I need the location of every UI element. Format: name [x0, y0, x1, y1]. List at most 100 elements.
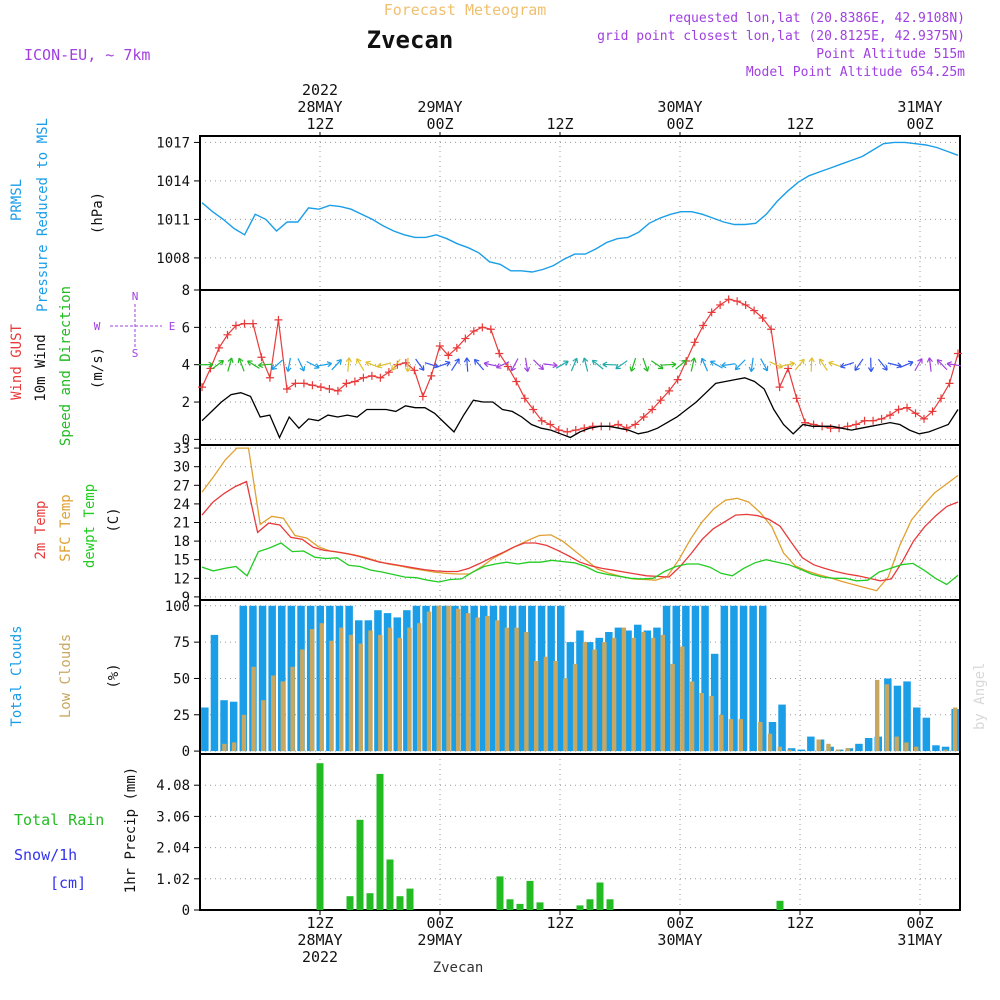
wind-gust-marker	[384, 368, 393, 377]
wind-arrow-head	[671, 361, 677, 368]
y-tick-label: 2.04	[156, 841, 190, 857]
wind-gust-marker	[427, 371, 436, 380]
wind-arrow	[532, 359, 544, 370]
wind-gust-marker	[877, 414, 886, 423]
wind-arrow-head	[602, 361, 608, 368]
rain-bar	[506, 899, 514, 910]
wind-arrow-head	[572, 357, 579, 364]
low-clouds-bar	[417, 623, 422, 751]
total-clouds-bar	[768, 722, 777, 752]
total-clouds-bar	[595, 637, 603, 752]
total-clouds-bar	[653, 627, 661, 752]
wind-arrow	[946, 363, 962, 367]
rain-bar	[366, 893, 374, 910]
ylabel-percent: (%)	[106, 663, 122, 688]
wind-arrow-head	[748, 366, 755, 373]
y-tick-label: 1014	[156, 174, 190, 190]
2m-temp-line	[201, 480, 959, 582]
low-clouds-bar	[611, 637, 617, 752]
time-label-top: 12Z	[546, 115, 573, 133]
wind-gust-marker	[750, 306, 759, 315]
time-label-top: 12Z	[786, 115, 813, 133]
wind-gust-marker	[376, 373, 385, 382]
wind-arrow-head	[799, 358, 805, 365]
low-clouds-bar	[446, 605, 451, 752]
wind-arrow-head	[237, 357, 244, 364]
wind-gust-marker	[316, 383, 325, 392]
wind-gust-marker	[401, 358, 410, 367]
low-clouds-bar	[261, 700, 266, 751]
total-clouds-bar	[585, 642, 594, 752]
wind-gust-marker	[937, 394, 946, 403]
total-clouds-bar	[220, 700, 228, 751]
wind-arrow	[701, 358, 709, 372]
total-clouds-bar	[864, 738, 873, 752]
total-clouds-bar	[239, 605, 247, 752]
ylabel-wind-gust: Wind GUST	[9, 324, 25, 400]
time-label-top: 2022	[302, 81, 338, 99]
y-tick-label: 15	[173, 553, 190, 569]
ylabel-dewpt-temp: dewpt Temp	[82, 484, 98, 568]
rain-bar	[376, 773, 384, 910]
low-clouds-bar	[728, 719, 734, 752]
wind-arrow	[710, 360, 723, 369]
panel-frame	[199, 753, 961, 911]
low-clouds-bar	[943, 749, 948, 752]
total-clouds-bar	[720, 605, 729, 752]
wind-gust-marker	[223, 330, 232, 339]
low-clouds-bar	[329, 640, 334, 752]
low-clouds-bar	[845, 748, 851, 752]
credit-label: by Angel	[972, 663, 988, 730]
rain-bar	[406, 888, 414, 910]
wind-arrow	[466, 357, 469, 372]
total-clouds-bar	[422, 605, 430, 752]
wind-arrow-head	[854, 365, 860, 371]
wind-arrow	[854, 358, 864, 371]
wind-arrow-head	[734, 364, 741, 371]
rain-bar	[346, 896, 354, 910]
total-clouds-bar	[508, 605, 517, 752]
y-tick-label: 9	[182, 590, 190, 606]
wind-gust-marker	[622, 424, 631, 433]
wind-arrow-head	[404, 367, 411, 373]
y-tick-label: 21	[173, 516, 190, 532]
wind-gust-marker	[656, 396, 665, 405]
time-label-top: 31MAY	[897, 98, 942, 116]
wind-arrow	[365, 361, 379, 368]
total-clouds-bar	[893, 685, 902, 752]
wind-gust-marker	[869, 416, 878, 425]
y-tick-label: 2	[182, 395, 190, 411]
wind-arrow-head	[314, 363, 320, 369]
low-clouds-bar	[787, 749, 792, 752]
ylabel-2m-temp: 2m Temp	[33, 500, 49, 559]
wind-arrow	[794, 358, 805, 371]
low-clouds-bar	[875, 679, 880, 752]
total-clouds-bar	[518, 605, 526, 752]
y-tick-label: 25	[173, 708, 190, 724]
low-clouds-bar	[816, 739, 821, 752]
wind-gust-marker	[231, 321, 240, 330]
wind-arrow-head	[629, 366, 636, 372]
total-clouds-bar	[210, 634, 219, 752]
wind-gust-marker	[690, 338, 699, 347]
y-tick-label: 4	[182, 358, 190, 374]
wind-arrow	[734, 359, 746, 371]
total-clouds-bar	[807, 736, 815, 752]
wind-gust-marker	[452, 343, 461, 352]
total-clouds-bar	[470, 605, 478, 752]
total-clouds-bar	[903, 681, 911, 752]
y-tick-label: 3.06	[156, 809, 190, 825]
wind-arrow-head	[563, 360, 569, 366]
dewpt-temp-line	[201, 542, 959, 586]
wind-arrow	[474, 359, 485, 371]
y-tick-label: 12	[173, 571, 190, 587]
wind-arrow	[483, 362, 498, 367]
total-clouds-bar	[701, 605, 709, 752]
wind-gust-marker	[410, 366, 419, 375]
wind-arrow	[271, 359, 283, 370]
total-clouds-bar	[913, 707, 921, 752]
wind-arrow-head	[882, 365, 888, 371]
low-clouds-bar	[504, 627, 510, 752]
wind-arrow-head	[483, 361, 490, 368]
